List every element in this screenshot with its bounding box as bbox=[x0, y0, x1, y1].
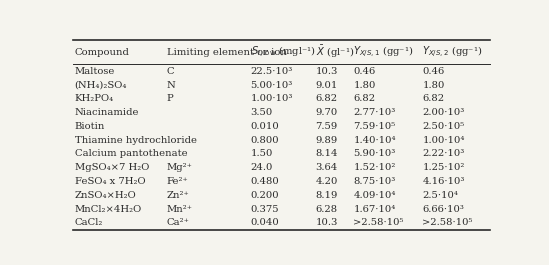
Text: 1.67·10⁴: 1.67·10⁴ bbox=[353, 205, 395, 214]
Text: Calcium pantothenate: Calcium pantothenate bbox=[75, 149, 187, 158]
Text: 8.14: 8.14 bbox=[316, 149, 338, 158]
Text: 4.20: 4.20 bbox=[316, 177, 338, 186]
Text: 9.70: 9.70 bbox=[316, 108, 338, 117]
Text: 9.89: 9.89 bbox=[316, 136, 338, 145]
Text: 0.480: 0.480 bbox=[250, 177, 279, 186]
Text: 0.200: 0.200 bbox=[250, 191, 279, 200]
Text: ZnSO₄×H₂O: ZnSO₄×H₂O bbox=[75, 191, 136, 200]
Text: 8.75·10³: 8.75·10³ bbox=[353, 177, 395, 186]
Text: $Y_{X/S,1}$ (gg⁻¹): $Y_{X/S,1}$ (gg⁻¹) bbox=[353, 45, 413, 60]
Text: Ca²⁺: Ca²⁺ bbox=[167, 218, 189, 227]
Text: $\bar{X}$ (gl⁻¹): $\bar{X}$ (gl⁻¹) bbox=[316, 44, 354, 60]
Text: >2.58·10⁵: >2.58·10⁵ bbox=[353, 218, 404, 227]
Text: $S_{i,\mathrm{low}}$ (mgl⁻¹): $S_{i,\mathrm{low}}$ (mgl⁻¹) bbox=[250, 45, 315, 60]
Text: 3.50: 3.50 bbox=[250, 108, 273, 117]
Text: 10.3: 10.3 bbox=[316, 67, 338, 76]
Text: 5.90·10³: 5.90·10³ bbox=[353, 149, 395, 158]
Text: 2.00·10³: 2.00·10³ bbox=[422, 108, 464, 117]
Text: KH₂PO₄: KH₂PO₄ bbox=[75, 94, 114, 103]
Text: Thiamine hydrochloride: Thiamine hydrochloride bbox=[75, 136, 197, 145]
Text: Compound: Compound bbox=[75, 48, 130, 57]
Text: 7.59: 7.59 bbox=[316, 122, 338, 131]
Text: P: P bbox=[167, 94, 173, 103]
Text: MgSO₄×7 H₂O: MgSO₄×7 H₂O bbox=[75, 163, 149, 172]
Text: 4.16·10³: 4.16·10³ bbox=[422, 177, 465, 186]
Text: Biotin: Biotin bbox=[75, 122, 105, 131]
Text: 0.800: 0.800 bbox=[250, 136, 279, 145]
Text: 6.82: 6.82 bbox=[316, 94, 338, 103]
Text: 6.82: 6.82 bbox=[422, 94, 445, 103]
Text: Fe²⁺: Fe²⁺ bbox=[167, 177, 188, 186]
Text: Limiting element or ion: Limiting element or ion bbox=[167, 48, 287, 57]
Text: 1.52·10²: 1.52·10² bbox=[353, 163, 396, 172]
Text: 2.50·10⁵: 2.50·10⁵ bbox=[422, 122, 464, 131]
Text: 0.46: 0.46 bbox=[422, 67, 445, 76]
Text: 0.010: 0.010 bbox=[250, 122, 279, 131]
Text: Mg²⁺: Mg²⁺ bbox=[167, 163, 193, 172]
Text: 6.82: 6.82 bbox=[353, 94, 376, 103]
Text: Mn²⁺: Mn²⁺ bbox=[167, 205, 193, 214]
Text: 0.375: 0.375 bbox=[250, 205, 279, 214]
Text: 1.80: 1.80 bbox=[353, 81, 376, 90]
Text: 1.40·10⁴: 1.40·10⁴ bbox=[353, 136, 396, 145]
Text: 0.040: 0.040 bbox=[250, 218, 279, 227]
Text: MnCl₂×4H₂O: MnCl₂×4H₂O bbox=[75, 205, 142, 214]
Text: 1.00·10³: 1.00·10³ bbox=[250, 94, 293, 103]
Text: >2.58·10⁵: >2.58·10⁵ bbox=[422, 218, 473, 227]
Text: 6.66·10³: 6.66·10³ bbox=[422, 205, 464, 214]
Text: 1.00·10⁴: 1.00·10⁴ bbox=[422, 136, 465, 145]
Text: 1.80: 1.80 bbox=[422, 81, 445, 90]
Text: 2.22·10³: 2.22·10³ bbox=[422, 149, 464, 158]
Text: 24.0: 24.0 bbox=[250, 163, 273, 172]
Text: 1.50: 1.50 bbox=[250, 149, 273, 158]
Text: 8.19: 8.19 bbox=[316, 191, 338, 200]
Text: 9.01: 9.01 bbox=[316, 81, 338, 90]
Text: 2.77·10³: 2.77·10³ bbox=[353, 108, 395, 117]
Text: 1.25·10²: 1.25·10² bbox=[422, 163, 465, 172]
Text: Zn²⁺: Zn²⁺ bbox=[167, 191, 189, 200]
Text: FeSO₄ x 7H₂O: FeSO₄ x 7H₂O bbox=[75, 177, 145, 186]
Text: (NH₄)₂SO₄: (NH₄)₂SO₄ bbox=[75, 81, 127, 90]
Text: CaCl₂: CaCl₂ bbox=[75, 218, 103, 227]
Text: 4.09·10⁴: 4.09·10⁴ bbox=[353, 191, 396, 200]
Text: 7.59·10⁵: 7.59·10⁵ bbox=[353, 122, 395, 131]
Text: N: N bbox=[167, 81, 176, 90]
Text: 6.28: 6.28 bbox=[316, 205, 338, 214]
Text: 0.46: 0.46 bbox=[353, 67, 376, 76]
Text: 2.5·10⁴: 2.5·10⁴ bbox=[422, 191, 458, 200]
Text: 3.64: 3.64 bbox=[316, 163, 338, 172]
Text: C: C bbox=[167, 67, 175, 76]
Text: Niacinamide: Niacinamide bbox=[75, 108, 139, 117]
Text: 5.00·10³: 5.00·10³ bbox=[250, 81, 293, 90]
Text: $Y_{X/S,2}$ (gg⁻¹): $Y_{X/S,2}$ (gg⁻¹) bbox=[422, 45, 483, 60]
Text: Maltose: Maltose bbox=[75, 67, 115, 76]
Text: 10.3: 10.3 bbox=[316, 218, 338, 227]
Text: 22.5·10³: 22.5·10³ bbox=[250, 67, 293, 76]
